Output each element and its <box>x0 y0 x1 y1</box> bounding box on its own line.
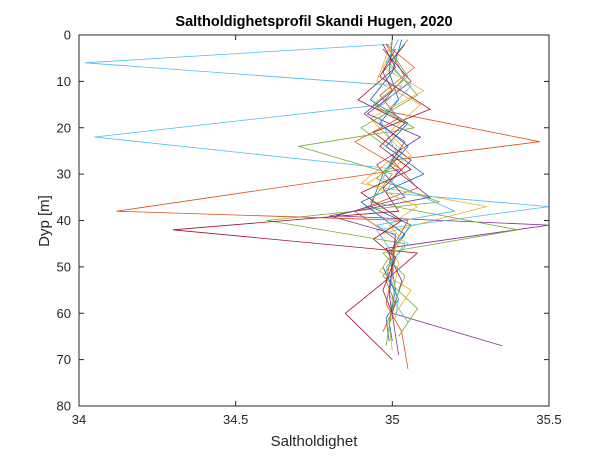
series-layer <box>84 39 550 369</box>
series-line <box>297 48 519 346</box>
y-axis: 0 10 20 30 40 50 60 70 80 <box>57 28 549 414</box>
y-tick-label: 30 <box>57 167 71 182</box>
series-line <box>116 43 415 332</box>
y-axis-label: Dyp [m] <box>36 195 53 247</box>
axes-box <box>78 34 550 407</box>
series-line <box>369 39 412 342</box>
series-line <box>376 39 456 318</box>
y-tick-label: 70 <box>57 352 71 367</box>
x-tick-label: 35 <box>385 412 399 427</box>
series-line <box>172 48 431 360</box>
series-line <box>84 43 550 323</box>
y-tick-label: 20 <box>57 120 71 135</box>
y-tick-label: 0 <box>64 28 71 43</box>
series-line <box>329 44 431 356</box>
x-tick-label: 34.5 <box>223 412 248 427</box>
x-tick-label: 34 <box>72 412 86 427</box>
y-tick-label: 80 <box>57 399 71 414</box>
series-line <box>366 39 421 328</box>
x-tick-label: 35.5 <box>536 412 561 427</box>
series-line <box>266 39 440 337</box>
plot-area: 34 34.5 35 35.5 0 10 20 30 40 50 60 70 80 <box>57 28 562 428</box>
x-axis: 34 34.5 35 35.5 <box>72 35 562 427</box>
y-tick-label: 50 <box>57 259 71 274</box>
y-tick-label: 10 <box>57 74 71 89</box>
x-axis-label: Saltholdighet <box>271 433 359 450</box>
y-tick-label: 40 <box>57 213 71 228</box>
y-tick-label: 60 <box>57 306 71 321</box>
chart-title: Saltholdighetsprofil Skandi Hugen, 2020 <box>175 14 452 30</box>
series-line <box>360 39 425 342</box>
series-line <box>360 39 487 351</box>
series-line <box>357 44 412 314</box>
